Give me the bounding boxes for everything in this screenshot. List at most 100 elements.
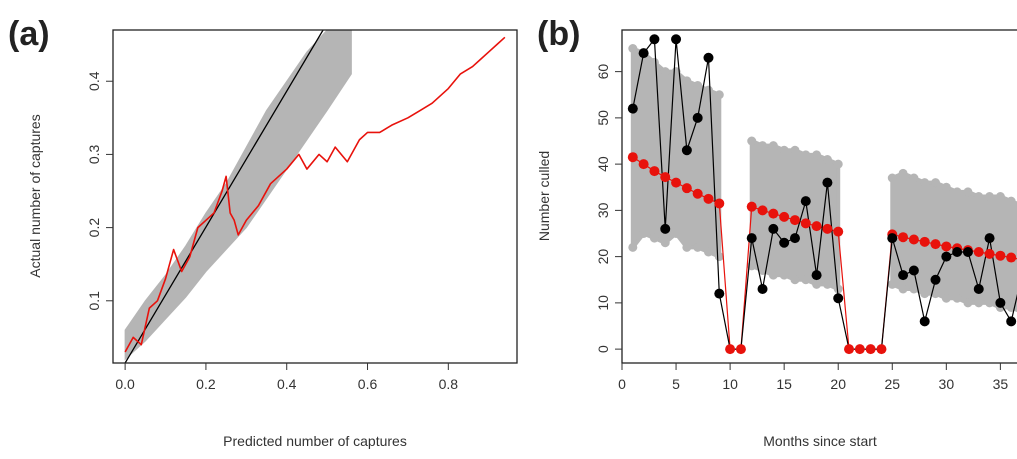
panel-a-x-tick-label: 0.4 bbox=[277, 376, 297, 392]
simulated-upper-point bbox=[931, 178, 941, 188]
simulated-lower-point bbox=[822, 279, 832, 289]
panel-a: (a) 0.0 0.2 0.4 0.6 0.8 0.1 0.2 0.3 0.4 Predict… bbox=[8, 15, 518, 449]
simulated-upper-point bbox=[649, 57, 659, 67]
panel-b-x-axis-title: Months since start bbox=[763, 433, 877, 449]
simulated-lower-point bbox=[790, 275, 800, 285]
panel-a-x-tick-label: 0.0 bbox=[115, 376, 135, 392]
panel-b-x-tick-label: 25 bbox=[884, 376, 900, 392]
simulated-lower-point bbox=[952, 293, 962, 303]
observed-point bbox=[660, 223, 671, 234]
panel-b-simulated-envelope bbox=[628, 44, 1017, 313]
predicted-point bbox=[908, 234, 919, 245]
observed-point bbox=[984, 233, 995, 244]
observed-point bbox=[692, 112, 703, 123]
predicted-point bbox=[757, 205, 768, 216]
simulated-lower-point bbox=[985, 298, 995, 308]
panel-b-x-tick-label: 15 bbox=[776, 376, 792, 392]
predicted-point bbox=[779, 211, 790, 222]
panel-b-y-axis-title: Number culled bbox=[536, 151, 552, 241]
observed-point bbox=[789, 233, 800, 244]
simulated-upper-point bbox=[628, 44, 638, 53]
observed-point bbox=[703, 52, 714, 63]
simulated-upper-point bbox=[747, 136, 757, 146]
simulated-lower-point bbox=[931, 289, 941, 299]
predicted-point bbox=[649, 166, 660, 177]
panel-b-plot-frame bbox=[621, 29, 1017, 364]
observed-series-line bbox=[124, 36, 506, 353]
predicted-point bbox=[844, 344, 855, 355]
simulated-lower-point bbox=[660, 238, 670, 248]
observed-point bbox=[768, 223, 779, 234]
observed-point bbox=[833, 293, 844, 304]
panel-b-x-tick-label: 20 bbox=[830, 376, 846, 392]
predicted-point bbox=[725, 344, 736, 355]
panel-a-y-axis: 0.1 0.2 0.3 0.4 bbox=[86, 71, 113, 311]
simulated-lower-point bbox=[833, 284, 843, 294]
panel-a-y-tick-label: 0.3 bbox=[86, 144, 102, 164]
observed-point bbox=[973, 284, 984, 294]
predicted-point bbox=[660, 172, 671, 183]
simulated-lower-point bbox=[703, 247, 713, 257]
simulated-upper-point bbox=[920, 178, 930, 188]
simulated-lower-point bbox=[649, 233, 659, 243]
simulated-lower-point bbox=[693, 242, 703, 252]
observed-point bbox=[638, 48, 649, 59]
predicted-point bbox=[627, 152, 638, 163]
simulated-upper-point bbox=[682, 76, 692, 86]
panel-b-y-tick-label: 60 bbox=[595, 64, 611, 80]
simulated-upper-point bbox=[660, 67, 670, 77]
simulated-upper-point bbox=[995, 192, 1005, 201]
panel-b: (b) 0 5 10 15 20 25 30 35 0 10 20 30 40 50 60 Months … bbox=[536, 15, 1017, 449]
predicted-point bbox=[789, 215, 800, 226]
simulated-upper-point bbox=[812, 150, 822, 160]
panel-b-y-tick-label: 10 bbox=[595, 295, 611, 311]
simulated-lower-point bbox=[887, 279, 897, 289]
panel-b-x-tick-label: 0 bbox=[618, 376, 626, 392]
panel-b-y-tick-label: 40 bbox=[595, 156, 611, 172]
predicted-point bbox=[671, 177, 682, 188]
one-to-one-line bbox=[124, 30, 324, 363]
simulated-lower-point bbox=[801, 275, 811, 285]
observed-point bbox=[952, 247, 963, 257]
observed-point bbox=[757, 284, 768, 294]
simulated-lower-point bbox=[909, 284, 919, 294]
panel-b-y-tick-label: 30 bbox=[595, 202, 611, 218]
simulated-upper-point bbox=[909, 173, 919, 183]
panel-a-simulated-envelope bbox=[124, 30, 352, 361]
observed-point bbox=[779, 237, 790, 248]
predicted-point bbox=[865, 344, 876, 355]
panel-b-x-tick-label: 10 bbox=[722, 376, 738, 392]
observed-point bbox=[887, 233, 898, 244]
simulated-lower-point bbox=[758, 266, 768, 275]
panel-a-series bbox=[124, 30, 506, 363]
panel-a-x-tick-label: 0.6 bbox=[358, 376, 378, 392]
simulated-upper-point bbox=[790, 145, 800, 155]
simulated-lower-point bbox=[779, 270, 789, 280]
panel-b-y-tick-label: 50 bbox=[595, 110, 611, 126]
simulated-upper-point bbox=[801, 150, 811, 160]
panel-b-label: (b) bbox=[537, 15, 580, 53]
simulated-upper-point bbox=[768, 141, 778, 151]
observed-point bbox=[811, 270, 822, 281]
panel-b-x-tick-label: 35 bbox=[993, 376, 1009, 392]
panel-a-y-tick-label: 0.4 bbox=[86, 71, 102, 91]
simulated-upper-point bbox=[1006, 196, 1016, 206]
observed-point bbox=[995, 297, 1006, 308]
simulated-upper-point bbox=[693, 81, 703, 90]
panel-a-label: (a) bbox=[8, 15, 50, 53]
panel-a-y-tick-label: 0.1 bbox=[86, 291, 102, 311]
simulated-upper-point bbox=[898, 168, 908, 178]
observed-point bbox=[681, 145, 692, 156]
simulated-upper-point bbox=[779, 145, 789, 155]
predicted-point bbox=[735, 344, 746, 355]
panel-b-series bbox=[627, 34, 1017, 355]
simulated-lower-point bbox=[671, 229, 681, 238]
simulated-lower-point bbox=[974, 298, 984, 308]
panel-b-y-tick-label: 20 bbox=[595, 249, 611, 265]
panel-a-y-axis-title: Actual number of captures bbox=[27, 114, 43, 277]
observed-point bbox=[671, 34, 682, 45]
predicted-point bbox=[973, 247, 984, 257]
observed-point bbox=[908, 265, 919, 276]
simulated-lower-point bbox=[812, 279, 822, 289]
